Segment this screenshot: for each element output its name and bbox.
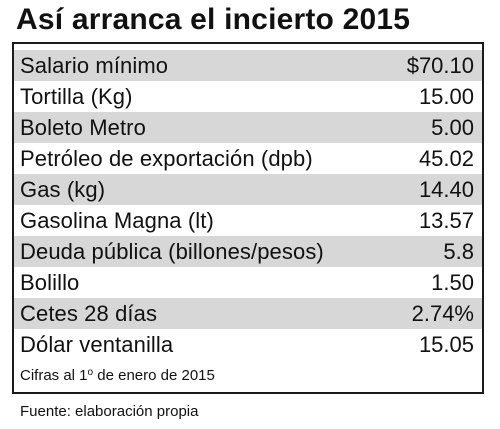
row-value: 14.40: [418, 177, 474, 202]
date-note-superscript: o: [87, 367, 94, 378]
table-row: Deuda pública (billones/pesos) 5.8: [14, 236, 482, 267]
table-row: Tortilla (Kg) 15.00: [14, 81, 482, 112]
date-note-prefix: Cifras al 1: [20, 367, 88, 384]
data-table: Salario mínimo $70.10 Tortilla (Kg) 15.0…: [14, 50, 482, 360]
row-value: 2.74%: [411, 301, 474, 326]
row-value: 45.02: [418, 146, 474, 171]
row-value: 5.8: [443, 239, 474, 264]
row-label: Cetes 28 días: [20, 301, 158, 326]
row-label: Dólar ventanilla: [20, 332, 174, 357]
row-label: Bolillo: [20, 270, 80, 295]
table-frame: [12, 42, 484, 392]
row-label: Tortilla (Kg): [20, 84, 133, 109]
table-row: Gas (kg) 14.40: [14, 174, 482, 205]
date-note: Cifras al 1o de enero de 2015: [20, 366, 215, 386]
table-row: Dólar ventanilla 15.05: [14, 329, 482, 360]
table-row: Boleto Metro 5.00: [14, 112, 482, 143]
row-label: Gas (kg): [20, 177, 106, 202]
row-label: Salario mínimo: [20, 53, 169, 78]
table-row: Salario mínimo $70.10: [14, 50, 482, 81]
table-title: Así arranca el incierto 2015: [16, 3, 411, 36]
row-label: Gasolina Magna (lt): [20, 208, 214, 233]
row-value: 15.00: [418, 84, 474, 109]
date-note-suffix: de enero de 2015: [93, 367, 215, 384]
bottom-divider: [12, 392, 484, 394]
table-row: Petróleo de exportación (dpb) 45.02: [14, 143, 482, 174]
row-label: Boleto Metro: [20, 115, 146, 140]
row-value: 15.05: [418, 332, 474, 357]
row-value: 5.00: [431, 115, 474, 140]
source-note: Fuente: elaboración propia: [20, 403, 199, 420]
row-value: $70.10: [406, 53, 474, 78]
row-value: 13.57: [418, 208, 474, 233]
table-row: Gasolina Magna (lt) 13.57: [14, 205, 482, 236]
row-value: 1.50: [431, 270, 474, 295]
table-row: Cetes 28 días 2.74%: [14, 298, 482, 329]
row-label: Petróleo de exportación (dpb): [20, 146, 313, 171]
row-label: Deuda pública (billones/pesos): [20, 239, 324, 264]
table-row: Bolillo 1.50: [14, 267, 482, 298]
